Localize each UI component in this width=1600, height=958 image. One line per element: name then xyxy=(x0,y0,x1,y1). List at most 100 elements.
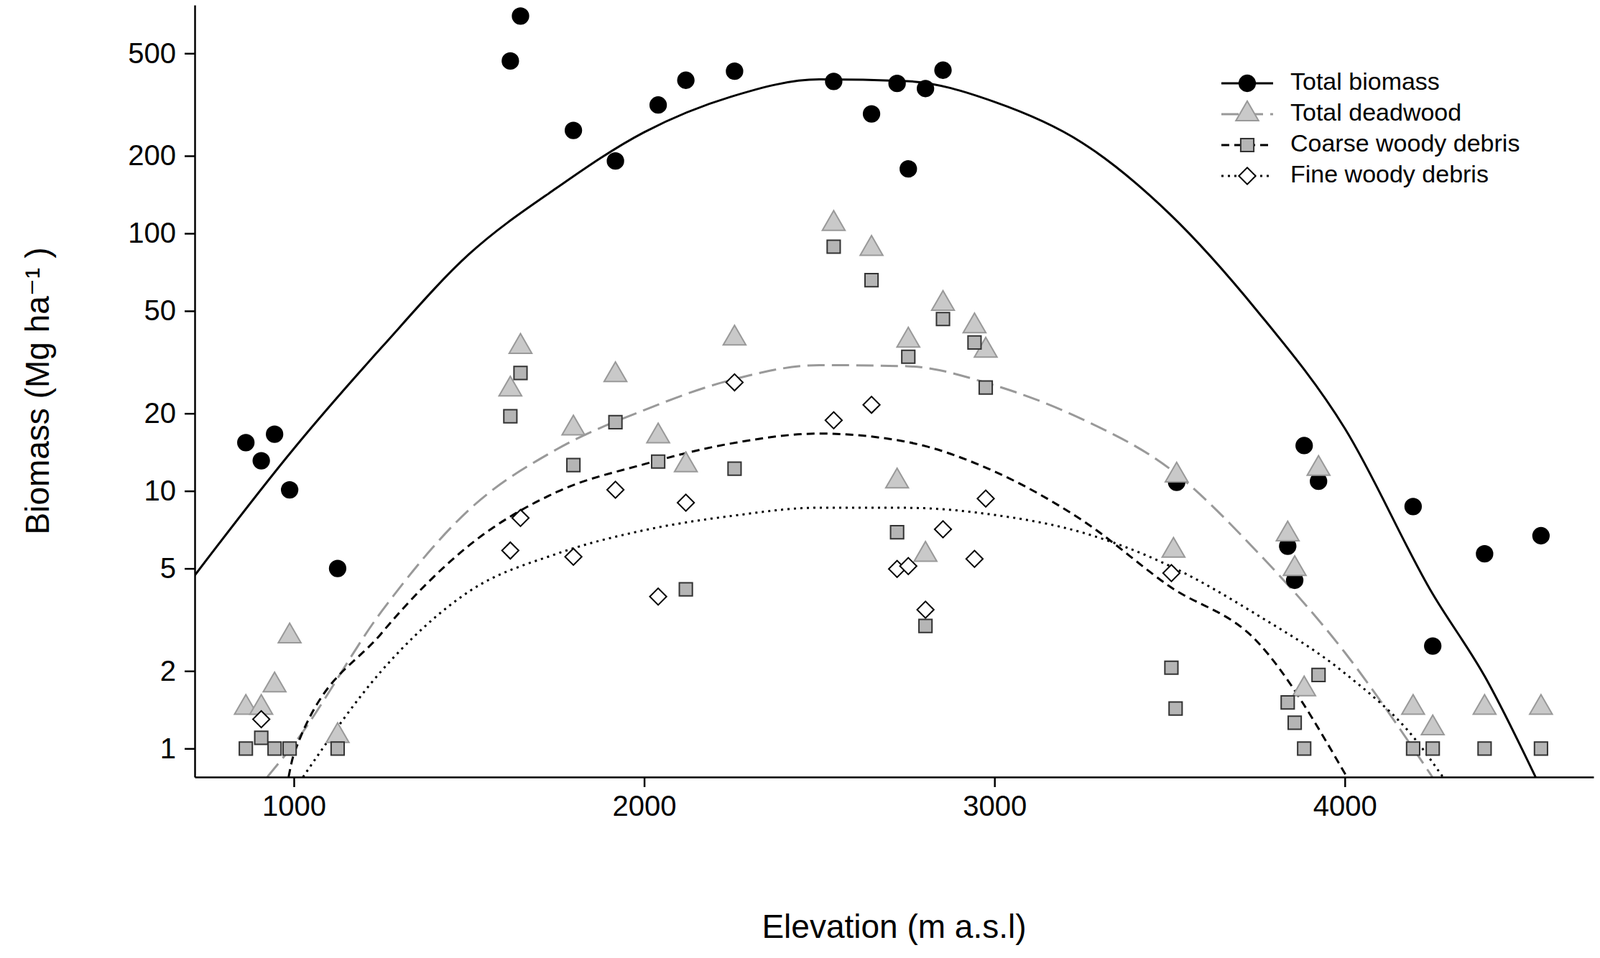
fit-line xyxy=(267,364,1433,778)
data-point xyxy=(967,336,981,350)
data-point xyxy=(237,434,254,451)
data-point xyxy=(1421,715,1445,735)
legend-item: Total biomass xyxy=(1221,67,1440,95)
y-tick: 200 xyxy=(127,139,195,171)
x-axis-line xyxy=(195,776,1595,779)
data-point xyxy=(677,494,695,511)
data-point xyxy=(936,312,950,326)
data-point xyxy=(561,415,585,435)
data-point xyxy=(862,396,880,414)
data-point xyxy=(1297,742,1311,756)
data-point xyxy=(1473,694,1497,715)
data-point xyxy=(239,742,253,756)
legend-label: Fine woody debris xyxy=(1290,160,1489,188)
x-tick-mark xyxy=(1344,777,1347,788)
x-tick-mark xyxy=(993,777,996,788)
data-point xyxy=(512,510,529,527)
legend-item: Fine woody debris xyxy=(1221,160,1489,188)
data-point xyxy=(252,711,270,728)
y-tick: 50 xyxy=(144,294,196,327)
data-point xyxy=(1296,437,1312,454)
data-point xyxy=(979,381,993,395)
data-point xyxy=(679,583,693,597)
data-point xyxy=(726,374,743,391)
data-point xyxy=(1533,528,1549,544)
data-point xyxy=(1406,742,1420,756)
data-point xyxy=(646,423,670,443)
data-point xyxy=(1162,537,1186,557)
data-point xyxy=(889,75,906,92)
x-tick: 4000 xyxy=(1313,777,1378,822)
y-axis-line xyxy=(193,5,197,779)
legend: Total biomass Total deadwood Coarse woody … xyxy=(1221,67,1520,188)
data-point xyxy=(825,73,842,90)
data-point xyxy=(512,7,529,24)
data-point xyxy=(917,80,934,97)
data-point xyxy=(727,462,741,476)
y-tick-mark xyxy=(184,310,195,313)
data-point xyxy=(509,334,533,354)
data-point xyxy=(859,235,883,256)
data-point xyxy=(502,53,519,69)
data-point xyxy=(262,672,286,692)
y-tick-mark xyxy=(184,155,195,158)
data-point xyxy=(726,63,743,80)
data-point xyxy=(609,415,623,429)
data-point xyxy=(723,325,747,345)
data-point xyxy=(564,548,582,566)
data-point xyxy=(1311,668,1325,682)
legend-label: Total biomass xyxy=(1290,67,1440,95)
data-point xyxy=(825,412,843,429)
x-tick-label: 3000 xyxy=(962,790,1027,822)
data-point xyxy=(677,72,694,89)
data-point xyxy=(278,623,302,644)
data-point xyxy=(253,452,270,469)
y-tick-mark xyxy=(184,568,195,571)
data-point xyxy=(1288,716,1302,730)
data-point xyxy=(900,558,917,575)
chart-container: 1000200030004000125102050100200500Elevat… xyxy=(0,0,1600,958)
data-point xyxy=(281,482,298,498)
data-point xyxy=(901,350,915,364)
legend-marker xyxy=(1239,75,1256,92)
data-point xyxy=(566,459,580,473)
y-tick-mark xyxy=(184,53,195,56)
legend-item: Coarse woody debris xyxy=(1221,129,1520,157)
data-point xyxy=(607,153,623,169)
y-axis-title: Biomass (Mg ha⁻¹ ) xyxy=(18,247,57,535)
data-point xyxy=(934,520,952,538)
y-tick-label: 2 xyxy=(160,655,177,687)
y-tick-mark xyxy=(184,671,195,674)
x-tick: 1000 xyxy=(262,777,327,822)
plot-area xyxy=(194,7,1553,778)
data-point xyxy=(917,601,934,618)
data-point xyxy=(1281,696,1294,710)
data-point xyxy=(863,105,880,122)
data-point xyxy=(865,273,878,287)
data-point xyxy=(1164,661,1178,675)
x-tick-mark xyxy=(293,777,296,788)
data-point xyxy=(918,620,932,633)
legend-label: Total deadwood xyxy=(1290,98,1462,126)
data-point xyxy=(966,551,983,568)
data-point xyxy=(1163,564,1180,582)
x-tick: 2000 xyxy=(612,777,677,822)
data-point xyxy=(1276,521,1300,541)
data-point xyxy=(931,290,955,311)
y-tick: 500 xyxy=(127,37,195,69)
data-point xyxy=(890,525,904,539)
x-tick-label: 4000 xyxy=(1313,790,1378,822)
legend-label: Coarse woody debris xyxy=(1290,129,1520,157)
y-tick: 1 xyxy=(160,732,195,765)
data-point xyxy=(329,560,346,577)
data-point xyxy=(503,410,517,424)
legend-marker xyxy=(1235,101,1259,121)
y-tick: 100 xyxy=(127,216,195,249)
y-tick-mark xyxy=(184,232,195,235)
data-point xyxy=(650,96,667,113)
y-tick-mark xyxy=(184,748,195,751)
fit-line xyxy=(303,507,1444,778)
y-tick-mark xyxy=(184,413,195,416)
y-tick-label: 500 xyxy=(127,37,177,69)
x-tick-label: 1000 xyxy=(262,790,327,822)
